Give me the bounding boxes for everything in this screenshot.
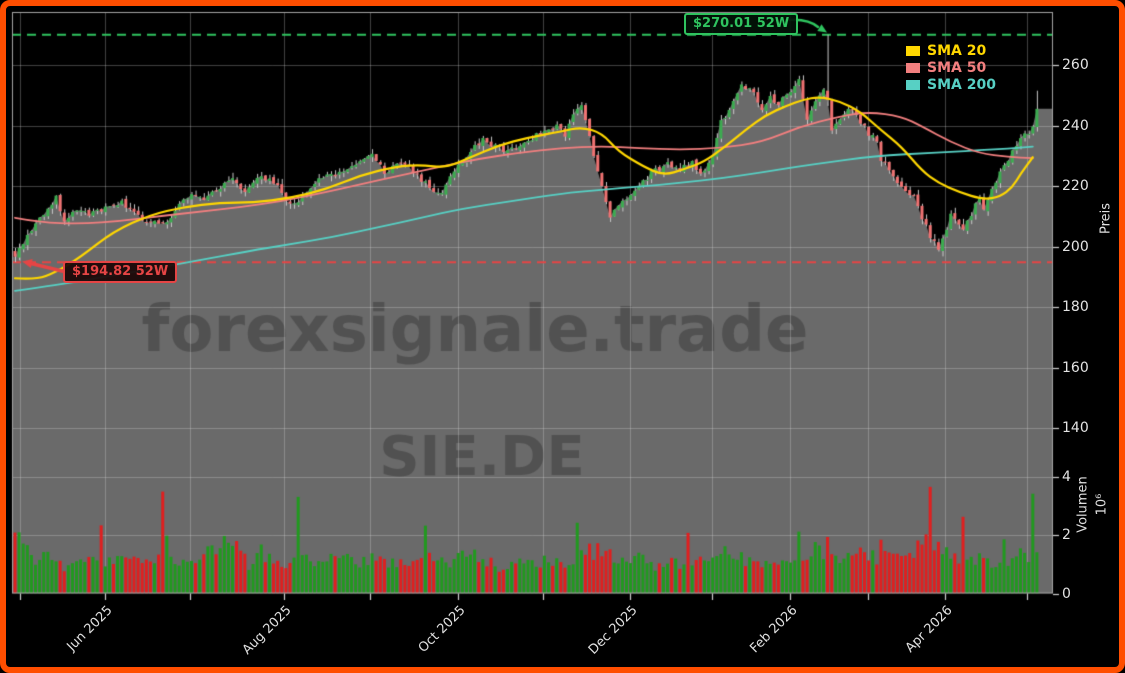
- price-tick-label: 260: [1062, 57, 1089, 73]
- legend-row-sma20: SMA 20: [906, 42, 996, 59]
- low-52w-annotation: $194.82 52W: [63, 261, 178, 283]
- legend-label-sma50: SMA 50: [927, 59, 987, 76]
- volume-tick-label: 4: [1062, 468, 1071, 485]
- legend-row-sma200: SMA 200: [906, 76, 996, 93]
- legend-row-sma50: SMA 50: [906, 59, 996, 76]
- sma200-swatch-icon: [906, 79, 920, 90]
- price-tick-label: 140: [1062, 420, 1089, 436]
- legend-label-sma20: SMA 20: [927, 42, 987, 59]
- sma20-swatch-icon: [906, 45, 920, 56]
- volume-tick-label: 0: [1062, 585, 1071, 602]
- price-tick-label: 200: [1062, 238, 1089, 255]
- sma50-swatch-icon: [906, 62, 920, 73]
- price-tick-label: 160: [1062, 359, 1089, 376]
- sma-legend: SMA 20 SMA 50 SMA 200: [906, 42, 996, 93]
- volume-axis-exponent-label: 10⁶: [1094, 493, 1110, 516]
- price-tick-label: 180: [1062, 299, 1089, 315]
- legend-label-sma200: SMA 200: [927, 76, 996, 93]
- high-52w-annotation: $270.01 52W: [684, 13, 799, 35]
- price-axis-title: Preis: [1098, 202, 1114, 235]
- volume-axis-title: Volumen: [1075, 476, 1091, 533]
- volume-tick-label: 2: [1062, 527, 1071, 544]
- price-tick-label: 240: [1062, 117, 1089, 134]
- price-tick-label: 220: [1062, 178, 1089, 194]
